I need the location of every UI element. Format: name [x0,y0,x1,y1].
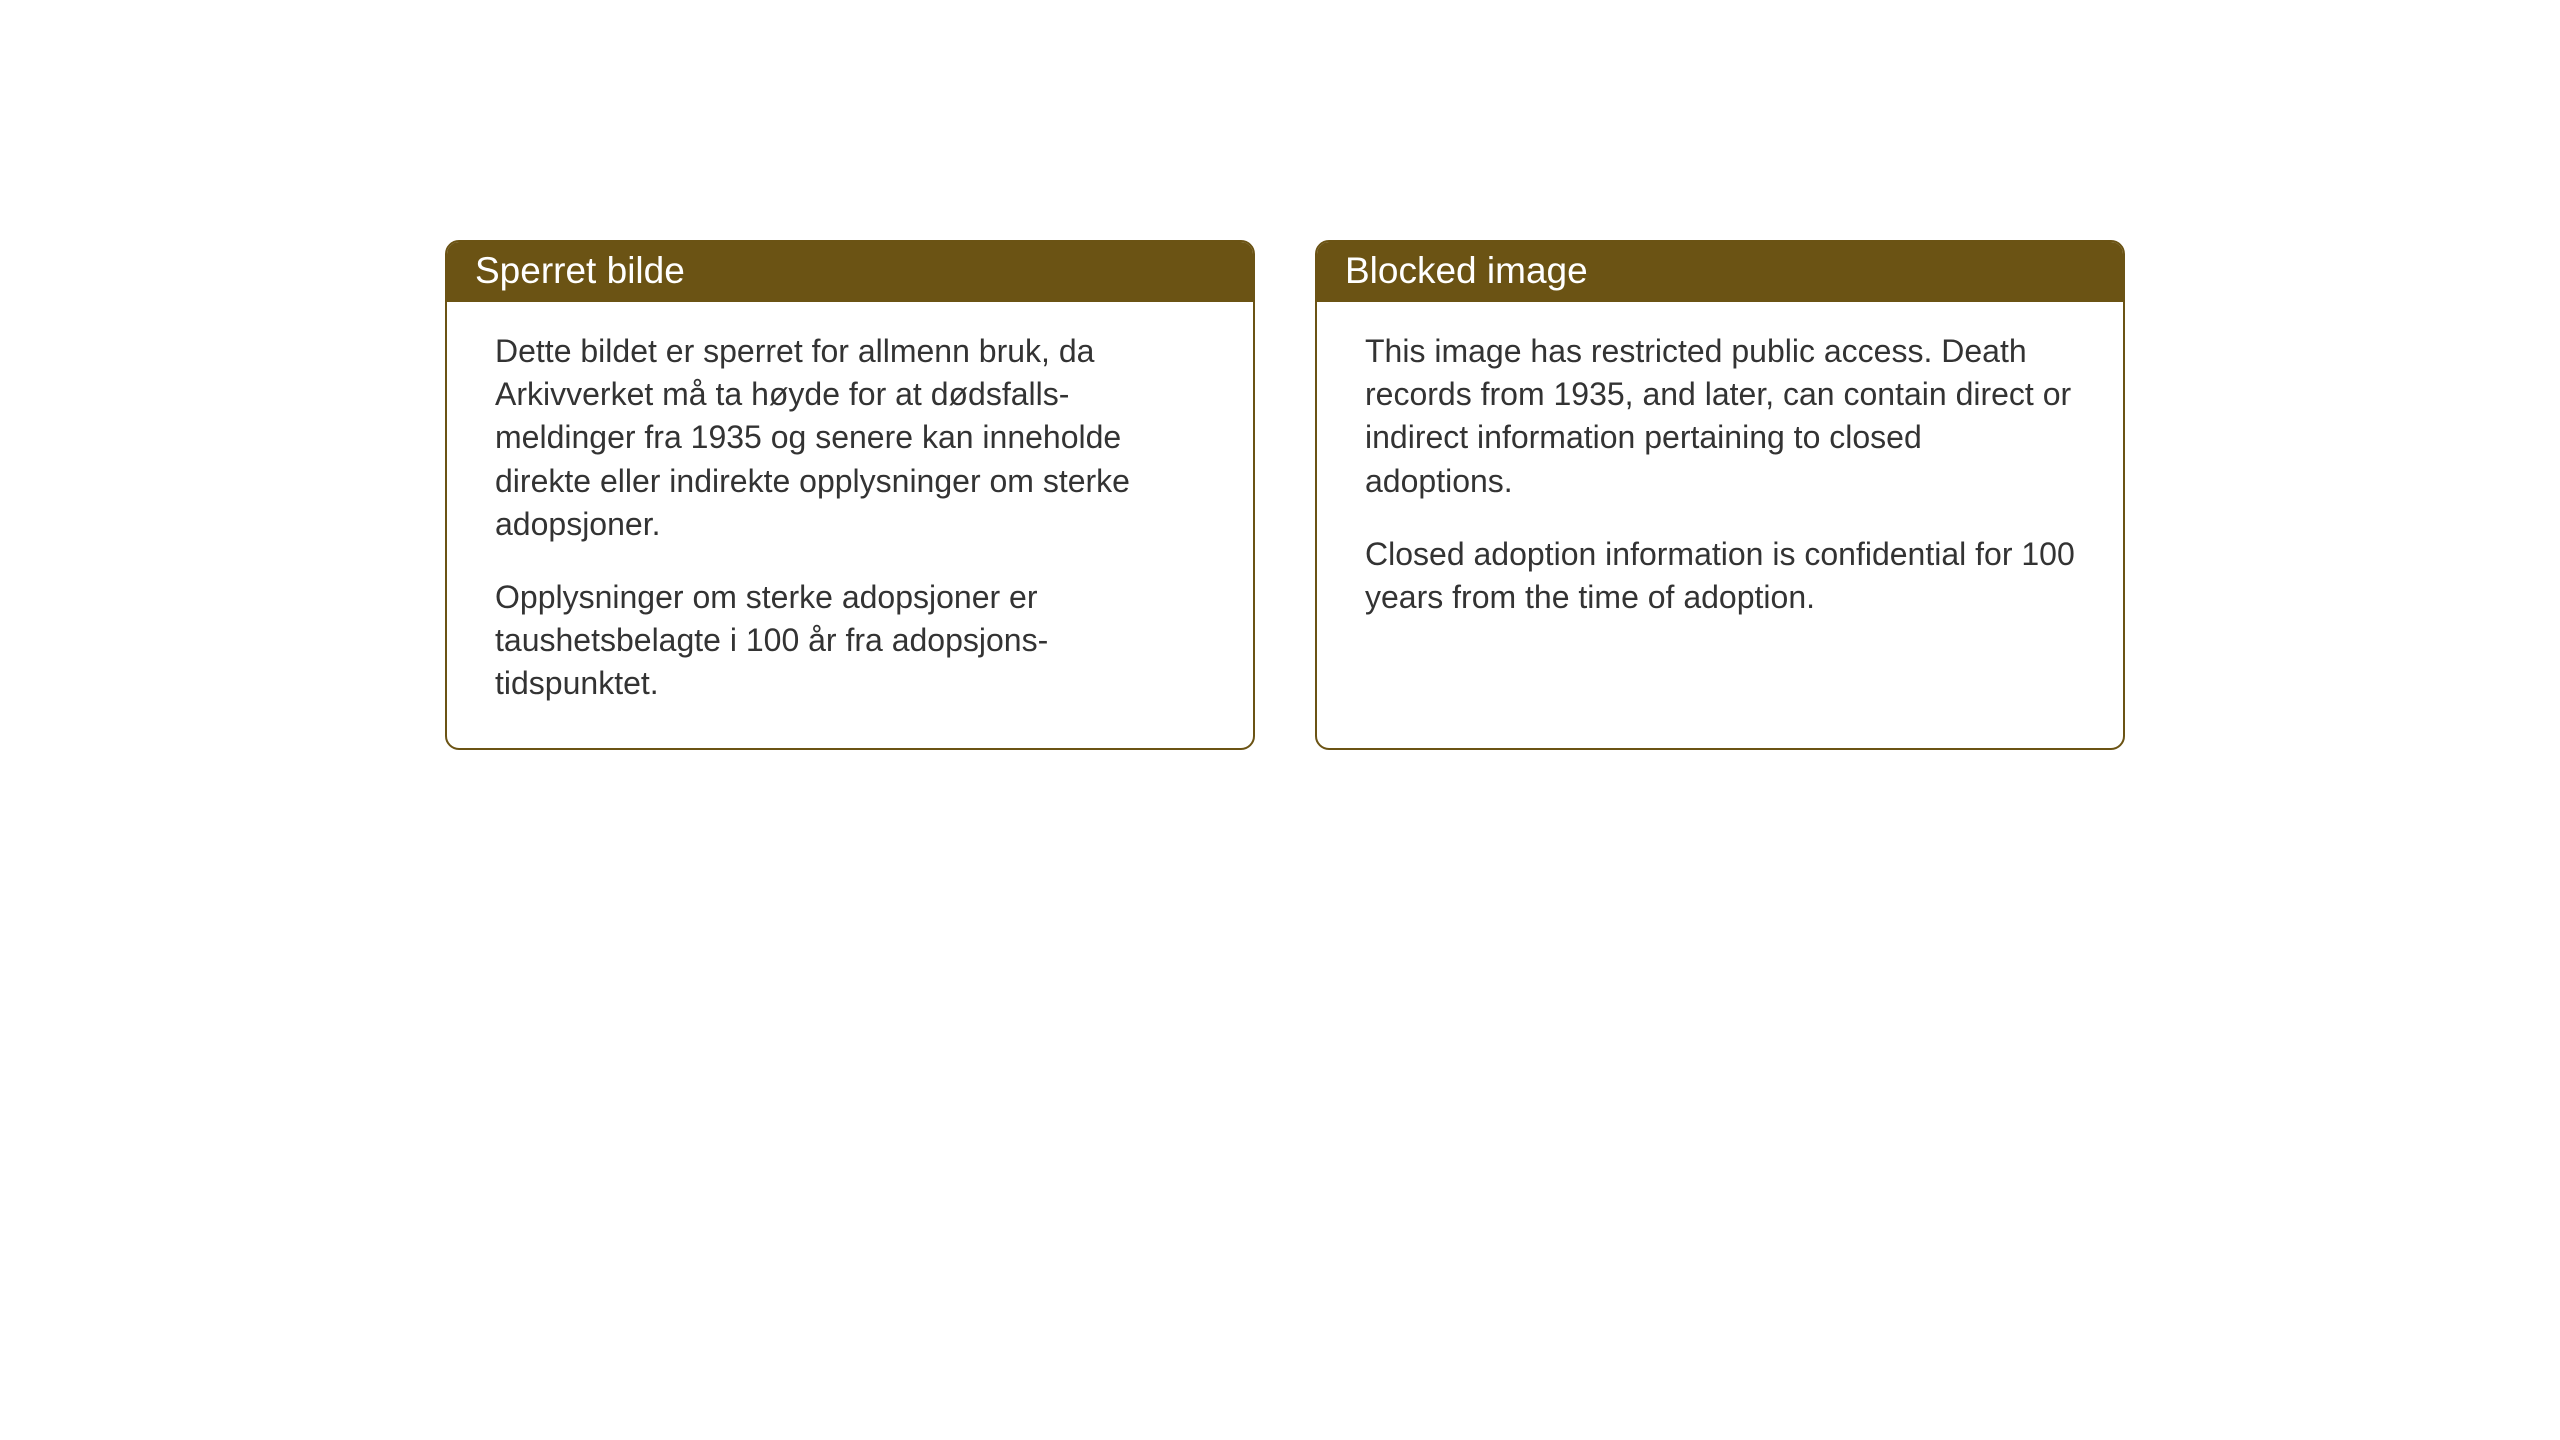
card-body-english: This image has restricted public access.… [1317,302,2123,661]
card-title-norwegian: Sperret bilde [475,250,685,291]
card-title-english: Blocked image [1345,250,1588,291]
card-header-english: Blocked image [1317,242,2123,302]
card-body-norwegian: Dette bildet er sperret for allmenn bruk… [447,302,1253,748]
cards-container: Sperret bilde Dette bildet er sperret fo… [445,240,2125,750]
card-paragraph-english-1: This image has restricted public access.… [1365,330,2075,503]
card-header-norwegian: Sperret bilde [447,242,1253,302]
card-paragraph-english-2: Closed adoption information is confident… [1365,533,2075,619]
card-paragraph-norwegian-2: Opplysninger om sterke adopsjoner er tau… [495,576,1205,706]
card-paragraph-norwegian-1: Dette bildet er sperret for allmenn bruk… [495,330,1205,546]
card-english: Blocked image This image has restricted … [1315,240,2125,750]
card-norwegian: Sperret bilde Dette bildet er sperret fo… [445,240,1255,750]
